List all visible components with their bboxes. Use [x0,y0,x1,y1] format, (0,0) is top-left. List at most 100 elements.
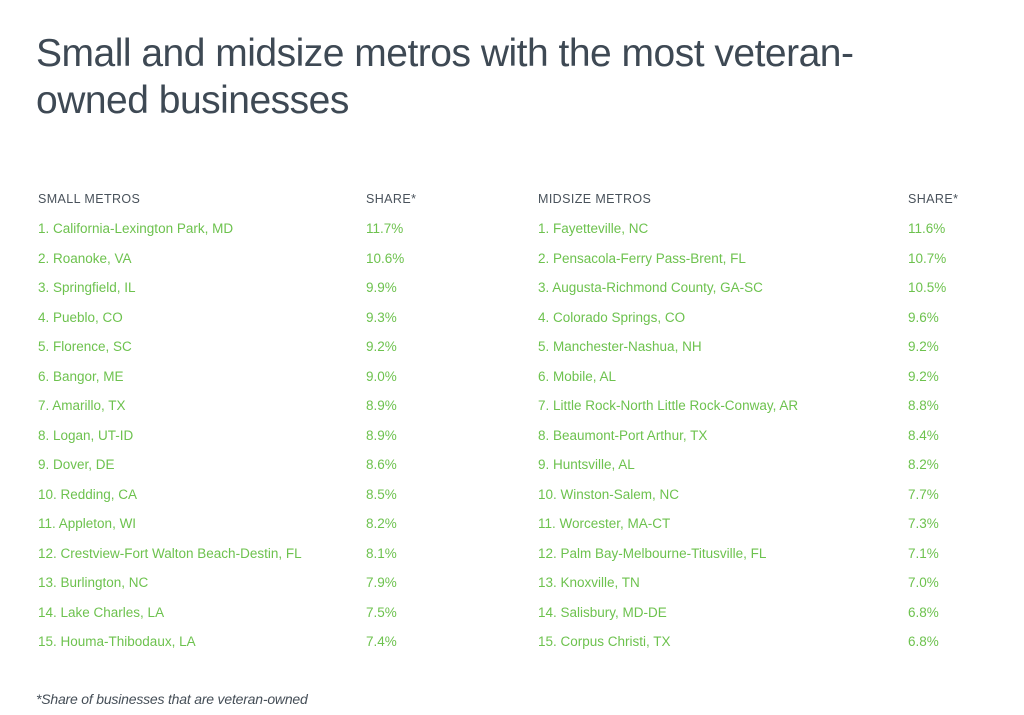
column-header-midsize-metros: MIDSIZE METROS [538,192,652,206]
table-row: 5. Manchester-Nashua, NH 9.2% [538,332,994,362]
metro-name: 7. Little Rock-North Little Rock-Conway,… [538,398,799,414]
midsize-metros-table: MIDSIZE METROS SHARE* 1. Fayetteville, N… [538,184,994,657]
metro-name: 10. Redding, CA [38,486,138,502]
metro-name: 8. Logan, UT-ID [38,427,134,443]
table-row: 4. Colorado Springs, CO 9.6% [538,303,994,333]
share-value: 6.8% [908,634,939,650]
share-value: 8.9% [366,427,397,443]
table-row: 14. Lake Charles, LA 7.5% [38,598,538,628]
metro-name: 4. Pueblo, CO [38,309,123,325]
metro-name: 15. Houma-Thibodaux, LA [38,634,196,650]
metro-name: 11. Appleton, WI [38,516,137,532]
table-row: 7. Amarillo, TX 8.9% [38,391,538,421]
table-row: 11. Appleton, WI 8.2% [38,509,538,539]
share-value: 8.5% [366,486,397,502]
metro-name: 9. Huntsville, AL [538,457,635,473]
footnote: *Share of businesses that are veteran-ow… [36,690,308,707]
share-value: 8.8% [908,398,939,414]
share-value: 8.9% [366,398,397,414]
share-value: 7.9% [366,575,397,591]
table-row: 5. Florence, SC 9.2% [38,332,538,362]
table-row: 9. Huntsville, AL 8.2% [538,450,994,480]
metro-name: 8. Beaumont-Port Arthur, TX [538,427,708,443]
share-value: 10.5% [908,280,947,296]
small-metros-rows: 1. California-Lexington Park, MD 11.7% 2… [38,214,538,657]
table-row: 6. Mobile, AL 9.2% [538,362,994,392]
share-value: 7.5% [366,604,397,620]
metro-name: 12. Crestview-Fort Walton Beach-Destin, … [38,545,302,561]
share-value: 9.0% [366,368,397,384]
metro-name: 15. Corpus Christi, TX [538,634,671,650]
share-value: 11.6% [908,221,946,237]
share-value: 8.2% [366,516,397,532]
table-row: 1. Fayetteville, NC 11.6% [538,214,994,244]
table-row: 7. Little Rock-North Little Rock-Conway,… [538,391,994,421]
table-row: 15. Houma-Thibodaux, LA 7.4% [38,627,538,657]
table-row: 13. Knoxville, TN 7.0% [538,568,994,598]
metro-name: 9. Dover, DE [38,457,115,473]
table-row: 9. Dover, DE 8.6% [38,450,538,480]
small-metros-table: SMALL METROS SHARE* 1. California-Lexing… [38,184,538,657]
metro-name: 6. Mobile, AL [538,368,617,384]
table-row: 14. Salisbury, MD-DE 6.8% [538,598,994,628]
share-value: 7.1% [908,545,939,561]
metro-name: 1. Fayetteville, NC [538,221,649,237]
metro-name: 12. Palm Bay-Melbourne-Titusville, FL [538,545,767,561]
metro-name: 14. Salisbury, MD-DE [538,604,667,620]
column-header-small-metros: SMALL METROS [38,192,141,206]
metro-name: 6. Bangor, ME [38,368,124,384]
page-title-line2: owned businesses [36,79,349,122]
metro-name: 2. Pensacola-Ferry Pass-Brent, FL [538,250,746,266]
page-title-line1: Small and midsize metros with the most v… [36,32,854,75]
page-title: Small and midsize metros with the most v… [36,30,994,124]
table-row: 3. Springfield, IL 9.9% [38,273,538,303]
metro-name: 11. Worcester, MA-CT [538,516,671,532]
share-value: 9.6% [908,309,939,325]
metro-name: 3. Augusta-Richmond County, GA-SC [538,280,763,296]
midsize-metros-header-row: MIDSIZE METROS SHARE* [538,184,994,214]
table-row: 13. Burlington, NC 7.9% [38,568,538,598]
table-row: 10. Redding, CA 8.5% [38,480,538,510]
metro-name: 4. Colorado Springs, CO [538,309,686,325]
table-row: 3. Augusta-Richmond County, GA-SC 10.5% [538,273,994,303]
metro-name: 10. Winston-Salem, NC [538,486,680,502]
share-value: 7.0% [908,575,939,591]
column-header-share: SHARE* [366,192,417,206]
share-value: 9.9% [366,280,397,296]
share-value: 7.7% [908,486,939,502]
table-row: 15. Corpus Christi, TX 6.8% [538,627,994,657]
table-row: 6. Bangor, ME 9.0% [38,362,538,392]
table-row: 8. Beaumont-Port Arthur, TX 8.4% [538,421,994,451]
share-value: 10.6% [366,250,405,266]
share-value: 8.4% [908,427,939,443]
small-metros-header-row: SMALL METROS SHARE* [38,184,538,214]
table-row: 10. Winston-Salem, NC 7.7% [538,480,994,510]
metro-name: 3. Springfield, IL [38,280,136,296]
metro-name: 13. Knoxville, TN [538,575,640,591]
table-row: 8. Logan, UT-ID 8.9% [38,421,538,451]
midsize-metros-rows: 1. Fayetteville, NC 11.6% 2. Pensacola-F… [538,214,994,657]
metro-name: 13. Burlington, NC [38,575,149,591]
share-value: 9.2% [366,339,397,355]
share-value: 8.2% [908,457,939,473]
share-value: 7.3% [908,516,939,532]
metro-name: 14. Lake Charles, LA [38,604,165,620]
metro-name: 5. Manchester-Nashua, NH [538,339,702,355]
share-value: 8.6% [366,457,397,473]
table-row: 12. Palm Bay-Melbourne-Titusville, FL 7.… [538,539,994,569]
metros-tables: SMALL METROS SHARE* 1. California-Lexing… [36,184,994,657]
metro-name: 5. Florence, SC [38,339,132,355]
table-row: 2. Pensacola-Ferry Pass-Brent, FL 10.7% [538,244,994,274]
share-value: 10.7% [908,250,947,266]
share-value: 8.1% [366,545,397,561]
table-row: 4. Pueblo, CO 9.3% [38,303,538,333]
metro-name: 7. Amarillo, TX [38,398,126,414]
column-header-share: SHARE* [908,192,959,206]
share-value: 9.2% [908,339,939,355]
table-row: 11. Worcester, MA-CT 7.3% [538,509,994,539]
share-value: 9.2% [908,368,939,384]
table-row: 12. Crestview-Fort Walton Beach-Destin, … [38,539,538,569]
share-value: 9.3% [366,309,397,325]
table-row: 2. Roanoke, VA 10.6% [38,244,538,274]
